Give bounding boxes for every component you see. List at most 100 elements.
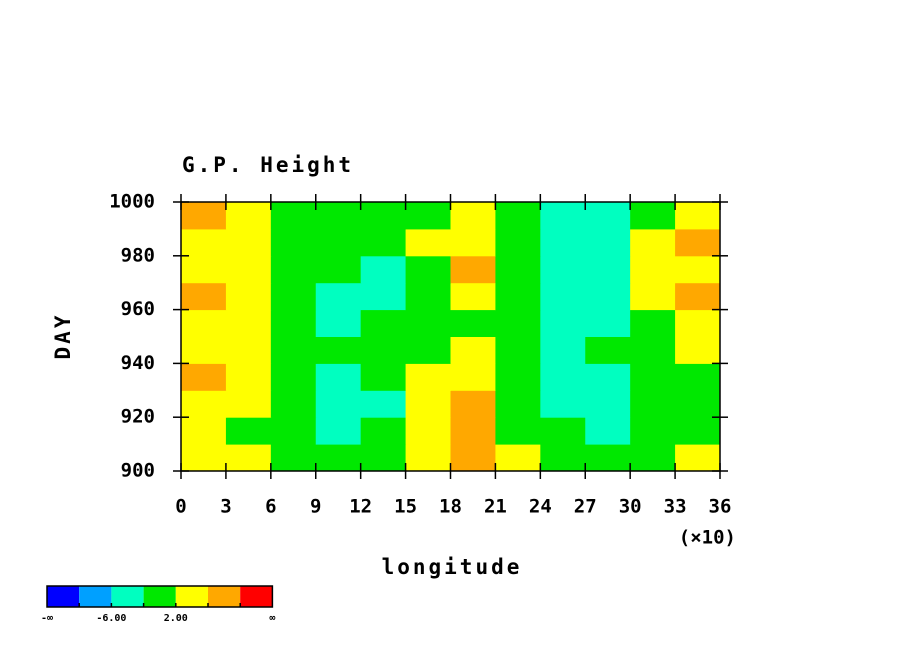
contour-cell bbox=[630, 255, 676, 284]
x-tick-label: 6 bbox=[265, 496, 276, 518]
x-tick-label: 33 bbox=[664, 496, 687, 518]
contour-cell bbox=[225, 309, 272, 337]
contour-cell bbox=[675, 363, 721, 391]
contour-cell bbox=[495, 390, 541, 418]
contour-cell bbox=[405, 255, 451, 284]
contour-cell bbox=[450, 336, 496, 364]
contour-cell bbox=[585, 309, 631, 337]
x-tick-label: 18 bbox=[439, 496, 462, 518]
colorbar-low-label: -∞ bbox=[41, 613, 53, 624]
contour-cell bbox=[405, 390, 451, 418]
contour-cell bbox=[540, 390, 586, 418]
contour-cell bbox=[675, 202, 721, 230]
colorbar-label: -6.00 bbox=[96, 613, 126, 624]
contour-cell bbox=[630, 390, 676, 418]
x-tick-label: 3 bbox=[220, 496, 231, 518]
contour-cell bbox=[270, 417, 317, 445]
colorbar-box bbox=[175, 586, 208, 607]
contour-cell bbox=[675, 336, 721, 364]
contour-cell bbox=[630, 228, 676, 257]
x-unit-label: (×10) bbox=[679, 527, 736, 549]
x-tick-label: 9 bbox=[310, 496, 321, 518]
x-axis-label: longitude bbox=[382, 555, 523, 579]
contour-cell bbox=[360, 336, 407, 364]
contour-cell bbox=[450, 309, 496, 337]
x-tick-label: 36 bbox=[709, 496, 732, 518]
contour-cell bbox=[450, 363, 496, 391]
y-tick-label: 940 bbox=[121, 352, 155, 374]
contour-cell bbox=[315, 417, 362, 445]
contour-cell bbox=[315, 444, 362, 472]
contour-cell bbox=[585, 390, 631, 418]
y-axis-label: DAY bbox=[51, 313, 75, 360]
chart-title: G.P. Height bbox=[182, 153, 354, 177]
contour-cell bbox=[405, 282, 451, 311]
contour-cell bbox=[450, 444, 496, 472]
contour-cell bbox=[540, 282, 586, 311]
contour-cell bbox=[405, 202, 451, 230]
contour-cell bbox=[585, 363, 631, 391]
colorbar-frame bbox=[46, 585, 274, 608]
contour-cell bbox=[675, 309, 721, 337]
contour-cell bbox=[225, 202, 272, 230]
contour-cell bbox=[675, 390, 721, 418]
contour-cell bbox=[270, 363, 317, 391]
contour-cell bbox=[495, 336, 541, 364]
contour-cell bbox=[315, 255, 362, 284]
contour-cell bbox=[450, 202, 496, 230]
contour-cell bbox=[405, 363, 451, 391]
x-tick-label: 0 bbox=[175, 496, 186, 518]
contour-cell bbox=[675, 417, 721, 445]
contour-cell bbox=[540, 202, 586, 230]
contour-cell bbox=[315, 202, 362, 230]
contour-cell bbox=[495, 309, 541, 337]
contour-cell bbox=[315, 309, 362, 337]
contour-cell bbox=[270, 309, 317, 337]
contour-cell bbox=[181, 255, 227, 284]
y-tick-label: 960 bbox=[121, 298, 155, 320]
contour-cell bbox=[270, 444, 317, 472]
contour-cell bbox=[450, 255, 496, 284]
contour-cell bbox=[181, 309, 227, 337]
x-tick-label: 30 bbox=[619, 496, 642, 518]
contour-cell bbox=[181, 336, 227, 364]
contour-cell bbox=[495, 363, 541, 391]
contour-cell bbox=[270, 228, 317, 257]
contour-cell bbox=[405, 228, 451, 257]
contour-cell bbox=[450, 390, 496, 418]
contour-cell bbox=[225, 390, 272, 418]
colorbar-box bbox=[143, 586, 176, 607]
colorbar-high-label: ∞ bbox=[269, 613, 275, 624]
contour-cell bbox=[540, 417, 586, 445]
contour-cell bbox=[405, 444, 451, 472]
contour-cell bbox=[225, 363, 272, 391]
contour-cell bbox=[495, 444, 541, 472]
contour-cell bbox=[630, 202, 676, 230]
contour-cell bbox=[540, 444, 586, 472]
x-tick-label: 24 bbox=[529, 496, 552, 518]
contour-cell bbox=[315, 336, 362, 364]
contour-cell bbox=[630, 336, 676, 364]
contour-cell bbox=[585, 444, 631, 472]
contour-cell bbox=[540, 363, 586, 391]
y-tick-label: 900 bbox=[121, 460, 155, 482]
contour-cell bbox=[225, 417, 272, 445]
x-tick-label: 21 bbox=[484, 496, 507, 518]
contour-cell bbox=[495, 228, 541, 257]
contour-cell bbox=[360, 390, 407, 418]
contour-cell bbox=[181, 202, 227, 230]
contour-cell bbox=[315, 363, 362, 391]
contour-cell bbox=[540, 255, 586, 284]
y-tick-label: 1000 bbox=[109, 191, 155, 213]
colorbar-label: 2.00 bbox=[164, 613, 188, 624]
contour-cell bbox=[181, 444, 227, 472]
contour-cell bbox=[540, 336, 586, 364]
contour-cell bbox=[585, 228, 631, 257]
contour-cell bbox=[181, 228, 227, 257]
contour-cell bbox=[675, 444, 721, 472]
contour-cell bbox=[405, 309, 451, 337]
contour-cell bbox=[630, 444, 676, 472]
contour-cell bbox=[585, 202, 631, 230]
contour-cell bbox=[450, 228, 496, 257]
contour-cell bbox=[360, 202, 407, 230]
